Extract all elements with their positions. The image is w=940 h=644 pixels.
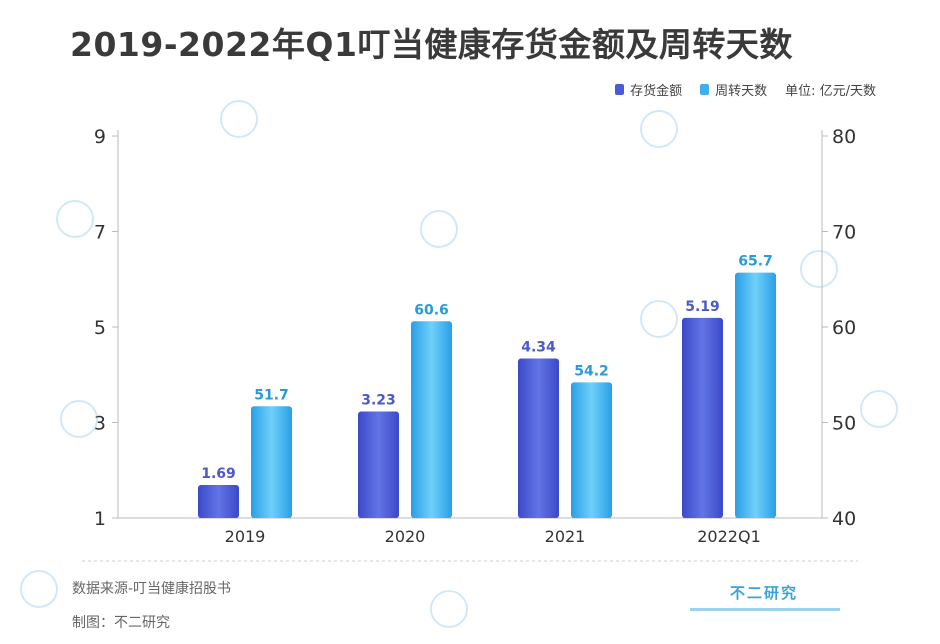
bars [198, 272, 776, 518]
legend: 存货金额 周转天数 单位: 亿元/天数 [597, 80, 876, 99]
bar-inventory [358, 411, 399, 518]
data-labels: 1.69 51.7 3.23 60.6 4.34 54.2 5.19 65.7 [201, 254, 773, 482]
author-note: 制图：不二研究 [72, 615, 170, 631]
data-label-turnover: 51.7 [254, 387, 289, 403]
x-axis-category-label: 2021 [545, 527, 586, 546]
bar-turnover [251, 406, 292, 518]
legend-label-inventory: 存货金额 [630, 84, 683, 99]
left-axis-tick-label: 5 [94, 317, 106, 339]
data-label-turnover: 54.2 [574, 363, 609, 379]
right-axis-tick-label: 60 [832, 317, 856, 339]
data-label-inventory: 4.34 [521, 340, 556, 356]
right-axis-tick-label: 50 [832, 413, 856, 435]
bar-turnover [735, 272, 776, 518]
left-axis-tick-label: 7 [94, 222, 106, 244]
bar-turnover [411, 321, 452, 518]
x-axis-category-label: 2022Q1 [697, 527, 761, 546]
x-axis-category-label: 2019 [225, 527, 266, 546]
data-label-inventory: 1.69 [201, 466, 236, 482]
axes: 1 3 5 7 9 40 50 60 70 80 2019 2020 2021 2022Q1 [94, 126, 856, 546]
left-axis-tick-label: 9 [94, 126, 106, 148]
right-axis-tick-label: 80 [832, 126, 856, 148]
left-axis-tick-label: 1 [94, 508, 106, 530]
data-label-turnover: 60.6 [414, 302, 449, 318]
right-axis-tick-label: 40 [832, 508, 856, 530]
source-note: 数据来源-叮当健康招股书 [72, 581, 232, 597]
bar-inventory [682, 317, 723, 518]
brand-underline [690, 608, 840, 611]
brand-logo-text: 不二研究 [730, 584, 799, 602]
legend-swatch-turnover [700, 84, 710, 95]
bar-inventory [518, 358, 559, 518]
bar-inventory [198, 485, 239, 518]
legend-item-turnover: 周转天数 [700, 80, 767, 99]
x-axis-category-label: 2020 [385, 527, 426, 546]
data-label-turnover: 65.7 [738, 254, 773, 270]
legend-unit: 单位: 亿元/天数 [785, 84, 876, 99]
data-label-inventory: 5.19 [685, 299, 720, 315]
left-axis-tick-label: 3 [94, 413, 106, 435]
chart-title: 2019-2022年Q1叮当健康存货金额及周转天数 [70, 25, 793, 64]
legend-swatch-inventory [615, 84, 625, 95]
legend-item-inventory: 存货金额 [615, 80, 682, 99]
legend-label-turnover: 周转天数 [715, 84, 768, 99]
data-label-inventory: 3.23 [361, 393, 396, 409]
right-axis-tick-label: 70 [832, 222, 856, 244]
bar-turnover [571, 382, 612, 518]
